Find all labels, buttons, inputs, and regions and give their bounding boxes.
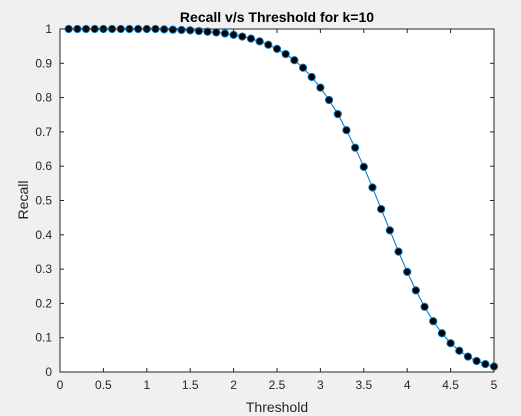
data-point	[430, 318, 437, 325]
data-point	[343, 127, 350, 134]
data-point	[456, 347, 463, 354]
data-point	[464, 353, 471, 360]
data-point	[256, 38, 263, 45]
chart-title: Recall v/s Threshold for k=10	[180, 9, 374, 25]
x-tick-label: 2	[230, 378, 237, 392]
data-point	[247, 35, 254, 42]
x-tick-label: 4.5	[442, 378, 459, 392]
data-point	[221, 30, 228, 37]
x-tick-label: 5	[491, 378, 498, 392]
data-point	[299, 64, 306, 71]
data-point	[386, 227, 393, 234]
data-point	[378, 205, 385, 212]
data-point	[273, 45, 280, 52]
data-point	[352, 144, 359, 151]
y-tick-label: 0.5	[35, 194, 52, 208]
data-point	[473, 357, 480, 364]
data-point	[239, 33, 246, 40]
data-point	[447, 340, 454, 347]
y-tick-label: 0.2	[35, 296, 52, 310]
x-tick-label: 3.5	[355, 378, 372, 392]
y-tick-label: 0.1	[35, 331, 52, 345]
y-tick-label: 0.7	[35, 125, 52, 139]
data-point	[438, 330, 445, 337]
data-point	[369, 184, 376, 191]
data-point	[482, 361, 489, 368]
data-point	[291, 57, 298, 64]
data-point	[178, 26, 185, 33]
data-point	[282, 50, 289, 57]
x-tick-label: 1.5	[182, 378, 199, 392]
data-point	[169, 26, 176, 33]
plot-area	[60, 29, 494, 372]
y-tick-label: 0.8	[35, 91, 52, 105]
x-tick-label: 4	[404, 378, 411, 392]
x-tick-label: 3	[317, 378, 324, 392]
x-tick-label: 0.5	[95, 378, 112, 392]
data-point	[317, 84, 324, 91]
y-axis-title: Recall	[15, 181, 31, 220]
data-point	[308, 73, 315, 80]
x-tick-label: 0	[57, 378, 64, 392]
data-point	[412, 287, 419, 294]
x-axis-title: Threshold	[246, 399, 308, 415]
y-tick-label: 0.3	[35, 262, 52, 276]
y-tick-label: 0.9	[35, 56, 52, 70]
y-tick-label: 0	[45, 365, 52, 379]
data-point	[421, 303, 428, 310]
y-tick-label: 1	[45, 22, 52, 36]
y-tick-label: 0.6	[35, 159, 52, 173]
y-tick-label: 0.4	[35, 228, 52, 242]
data-point	[265, 41, 272, 48]
data-point	[213, 29, 220, 36]
x-tick-label: 1	[143, 378, 150, 392]
data-point	[404, 268, 411, 275]
data-point	[325, 96, 332, 103]
x-tick-label: 2.5	[269, 378, 286, 392]
data-point	[395, 248, 402, 255]
data-point	[334, 110, 341, 117]
data-point	[360, 163, 367, 170]
